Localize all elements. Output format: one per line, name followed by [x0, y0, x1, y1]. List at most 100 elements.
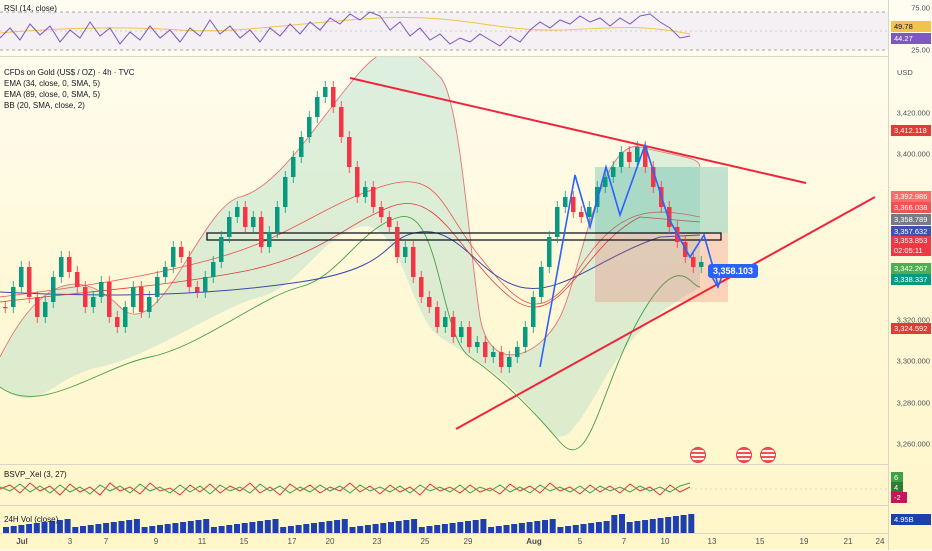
candle	[75, 272, 80, 287]
candle	[147, 297, 152, 312]
candle	[43, 302, 48, 317]
volume-bar	[326, 521, 333, 533]
candle	[299, 137, 304, 157]
candle	[579, 212, 584, 217]
volume-bar	[411, 519, 418, 533]
candle	[387, 217, 392, 227]
currency-unit[interactable]: USD	[897, 68, 913, 77]
volume-bar	[495, 526, 502, 533]
time-tick-label: 21	[843, 537, 853, 546]
candle	[363, 187, 368, 197]
volume-bar	[341, 519, 348, 533]
price-scale[interactable]: 75.00 49.78 44.27 25.00 USD 3,420.000 3,4…	[888, 0, 932, 550]
volume-bar	[3, 527, 9, 533]
volume-bar	[357, 526, 364, 533]
flag-us-icon[interactable]	[690, 447, 706, 463]
candle	[115, 317, 120, 327]
volume-bar	[80, 526, 86, 533]
candle	[443, 317, 448, 327]
price-tick-label: 3,300.000	[896, 356, 930, 366]
pane-separator[interactable]	[0, 464, 888, 465]
candle	[379, 207, 384, 217]
volume-pane[interactable]: 24H Vol (close)	[0, 506, 888, 533]
candle	[491, 352, 496, 357]
volume-bar	[64, 519, 71, 533]
volume-bar	[41, 522, 48, 533]
volume-bar	[488, 527, 495, 533]
volume-bar	[503, 525, 510, 533]
candle	[131, 287, 136, 307]
candle	[403, 247, 408, 257]
time-tick-label: 5	[577, 537, 583, 546]
candle	[547, 237, 552, 267]
time-tick-label: 25	[420, 537, 430, 546]
volume-bar	[380, 523, 387, 533]
flag-us-icon[interactable]	[760, 447, 776, 463]
volume-bar	[580, 524, 587, 533]
volume-bar	[110, 522, 117, 533]
volume-bar	[672, 516, 679, 533]
candle	[691, 257, 696, 267]
price-tick-label: 3,260.000	[896, 439, 930, 449]
candle	[611, 167, 616, 177]
candle	[635, 147, 640, 162]
bsvp-legend[interactable]: BSVP_Xel (3, 27)	[4, 470, 67, 479]
bb-basis-line	[0, 181, 701, 305]
volume-bar	[388, 522, 394, 533]
candle	[427, 297, 432, 307]
volume-bar	[10, 526, 17, 533]
main-chart-pane[interactable]: CFDs on Gold (US$ / OZ) · 4h · TVC EMA (…	[0, 57, 888, 464]
candle	[395, 227, 400, 257]
candle	[515, 347, 520, 357]
volume-bar	[657, 518, 664, 533]
candle	[99, 282, 104, 297]
volume-bar	[149, 526, 156, 533]
price-badge: 3,338.337	[891, 274, 931, 285]
pane-separator[interactable]	[0, 505, 888, 506]
rsi-scale-25: 25.00	[911, 45, 930, 55]
candle	[187, 257, 192, 287]
volume-bar	[18, 525, 25, 533]
volume-bar	[257, 521, 264, 533]
candle	[91, 297, 96, 307]
pane-separator[interactable]	[0, 56, 888, 57]
price-badge: 3,358.789	[891, 214, 931, 225]
candle	[467, 327, 472, 347]
volume-bar	[403, 520, 410, 533]
target-price-label[interactable]: 3,358.103	[708, 264, 759, 278]
candle	[243, 207, 248, 227]
volume-bar	[264, 520, 271, 533]
time-tick-label: Aug	[526, 537, 542, 546]
price-badge: 3,357.632	[891, 226, 931, 237]
candle	[371, 187, 376, 207]
volume-bar	[595, 522, 602, 533]
candle	[267, 232, 272, 247]
symbol-legend[interactable]: CFDs on Gold (US$ / OZ) · 4h · TVC	[4, 68, 135, 77]
volume-bar	[418, 527, 425, 533]
volume-legend[interactable]: 24H Vol (close)	[4, 515, 59, 524]
bsvp-pane[interactable]: BSVP_Xel (3, 27)	[0, 465, 888, 505]
candle	[339, 107, 344, 137]
ema34-legend[interactable]: EMA (34, close, 0, SMA, 5)	[4, 79, 101, 88]
rsi-plot	[0, 11, 888, 51]
time-tick-label: 3	[67, 537, 73, 546]
volume-plot	[3, 514, 695, 533]
flag-us-icon[interactable]	[736, 447, 752, 463]
candle	[307, 117, 312, 137]
candle	[315, 97, 320, 117]
bb-legend[interactable]: BB (20, SMA, close, 2)	[4, 101, 85, 110]
volume-bar	[272, 519, 279, 533]
time-axis[interactable]: Jul 3 7 9 11 15 17 20 23 25 29 Aug 5 7 10 13 15 19 21 24	[0, 533, 888, 551]
candle	[171, 247, 176, 267]
candle	[331, 87, 336, 107]
candle	[123, 307, 128, 327]
ema89-legend[interactable]: EMA (89, close, 0, SMA, 5)	[4, 90, 101, 99]
bsvp-badge-buy: 6	[891, 472, 903, 483]
volume-bar	[619, 514, 625, 533]
candle	[323, 87, 328, 97]
candle	[459, 327, 464, 337]
rsi-line	[0, 11, 691, 47]
rsi-pane[interactable]: RSI (14, close)	[0, 0, 888, 56]
volume-bar	[234, 524, 240, 533]
volume-bar	[472, 520, 479, 533]
